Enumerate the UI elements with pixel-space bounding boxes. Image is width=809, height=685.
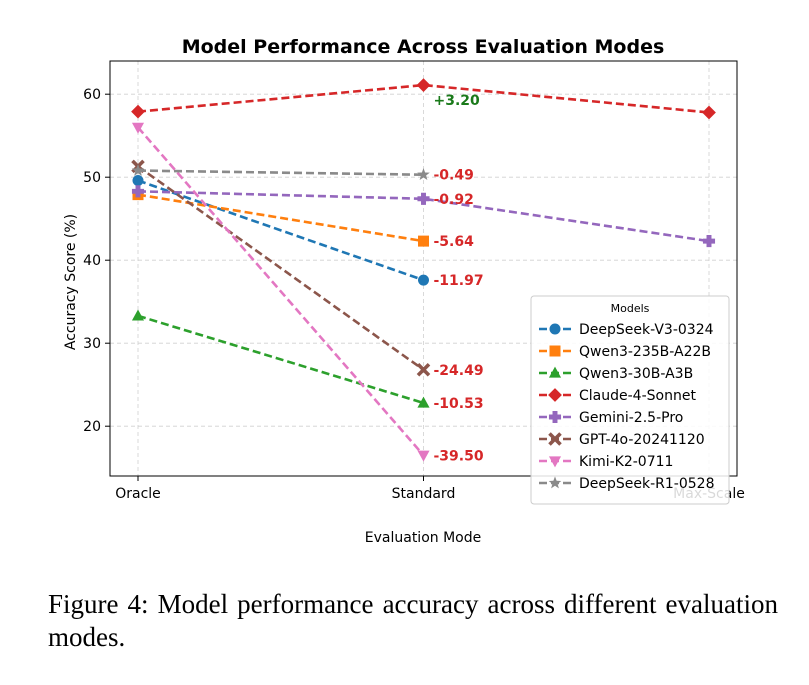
series-kimi-k2-0711 [131, 122, 430, 462]
series-layer [131, 78, 716, 462]
y-tick-label: 30 [83, 336, 101, 352]
x-axis-label: Evaluation Mode [365, 530, 481, 546]
legend-marker-claude-4-sonnet [548, 388, 562, 402]
legend: Models DeepSeek-V3-0324 Qwen3-235B-A22B Qwe… [530, 295, 730, 505]
legend-item: DeepSeek-V3-0324 [539, 322, 714, 338]
x-stroke [548, 432, 562, 446]
data-point-qwen3-30b-a3b [417, 396, 430, 408]
annotation-gpt-4o-20241120: -24.49 [434, 363, 484, 379]
annotation-qwen3-235b-a22b: -5.64 [434, 234, 475, 250]
data-point-claude-4-sonnet [131, 104, 145, 119]
figure-caption: Figure 4: Model performance accuracy acr… [48, 589, 778, 652]
legend-marker-deepseek-v3-0324 [549, 323, 561, 335]
legend-label: DeepSeek-R1-0528 [579, 476, 714, 492]
annotation-deepseek-r1-0528: -0.49 [434, 168, 474, 184]
annotation-kimi-k2-0711: -39.50 [434, 448, 484, 464]
legend-label: Qwen3-235B-A22B [579, 344, 711, 360]
data-point-qwen3-30b-a3b [131, 309, 145, 321]
legend-label: Gemini-2.5-Pro [579, 410, 683, 426]
annotation-qwen3-30b-a3b: -10.53 [434, 396, 484, 412]
series-deepseek-r1-0528 [131, 163, 430, 181]
data-point-claude-4-sonnet [416, 78, 431, 92]
series-claude-4-sonnet [131, 78, 716, 120]
legend-marker-qwen3-30b-a3b [548, 366, 562, 378]
legend-label: DeepSeek-V3-0324 [579, 322, 714, 338]
series-line-deepseek-r1-0528 [137, 169, 424, 177]
annotations: -11.97 -5.64 -10.53 +3.20 -0.92 -24.49 -39.50 -… [434, 93, 484, 464]
legend-item: Gemini-2.5-Pro [539, 410, 683, 426]
legend-item: GPT-4o-20241120 [539, 432, 705, 448]
legend-item: Kimi-K2-0711 [539, 454, 673, 470]
legend-item: Claude-4-Sonnet [539, 388, 696, 404]
y-tick-label: 20 [83, 419, 101, 435]
data-point-deepseek-v3-0324 [132, 175, 144, 187]
data-point-gpt-4o-20241120 [416, 362, 431, 377]
y-tick-label: 60 [83, 87, 101, 103]
legend-label: GPT-4o-20241120 [579, 432, 705, 448]
data-point-deepseek-r1-0528 [417, 168, 430, 181]
legend-label: Qwen3-30B-A3B [579, 366, 693, 382]
legend-label: Kimi-K2-0711 [579, 454, 673, 470]
series-qwen3-30b-a3b [131, 309, 430, 408]
legend-marker-deepseek-r1-0528 [548, 476, 562, 489]
x-tick-label: Standard [392, 486, 456, 502]
data-point-kimi-k2-0711 [131, 122, 145, 134]
y-axis-label: Accuracy Score (%) [63, 214, 79, 350]
data-point-deepseek-r1-0528 [131, 163, 145, 176]
annotation-deepseek-v3-0324: -11.97 [434, 273, 484, 289]
legend-item: Qwen3-30B-A3B [539, 366, 693, 382]
legend-marker-kimi-k2-0711 [548, 456, 562, 468]
series-gemini-2-5-pro [131, 185, 716, 248]
data-point-claude-4-sonnet [702, 105, 716, 120]
x-stroke [416, 362, 431, 377]
series-line-deepseek-v3-0324 [137, 179, 424, 282]
series-line-gpt-4o-20241120 [137, 165, 425, 371]
data-point-gemini-2-5-pro [702, 235, 716, 248]
data-point-gemini-2-5-pro [131, 185, 145, 198]
data-point-gemini-2-5-pro [417, 192, 430, 205]
legend-box [530, 295, 730, 505]
legend-item: DeepSeek-R1-0528 [539, 476, 714, 492]
series-line-qwen3-30b-a3b [137, 314, 424, 405]
legend-item: Qwen3-235B-A22B [539, 344, 711, 360]
annotation-gemini-2-5-pro: -0.92 [434, 192, 474, 208]
line-chart: Model Performance Across Evaluation Mode… [63, 36, 745, 546]
legend-marker-gpt-4o-20241120 [548, 432, 562, 446]
legend-marker-qwen3-235b-a22b [549, 345, 561, 357]
y-tick-label: 40 [83, 253, 101, 269]
data-point-deepseek-v3-0324 [418, 274, 429, 286]
legend-marker-gemini-2-5-pro [548, 410, 562, 424]
series-line-qwen3-235b-a22b [137, 193, 424, 243]
series-deepseek-v3-0324 [132, 175, 429, 286]
data-point-kimi-k2-0711 [417, 450, 430, 462]
data-point-qwen3-235b-a22b [418, 235, 429, 247]
legend-label: Claude-4-Sonnet [579, 388, 696, 404]
x-tick-label: Oracle [115, 486, 161, 502]
series-line-kimi-k2-0711 [137, 126, 425, 457]
y-tick-label: 50 [83, 170, 101, 186]
chart-title: Model Performance Across Evaluation Mode… [182, 36, 665, 58]
annotation-claude-4-sonnet: +3.20 [434, 93, 481, 109]
legend-title: Models [611, 302, 650, 315]
